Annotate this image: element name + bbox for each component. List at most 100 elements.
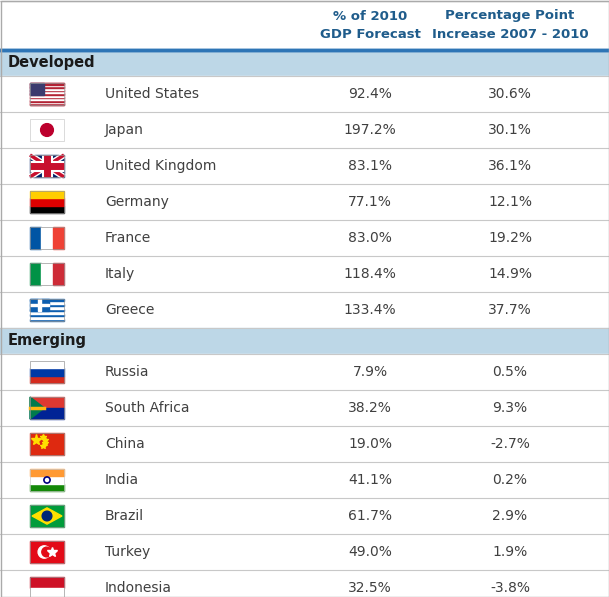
Circle shape (41, 124, 54, 136)
Text: % of 2010
GDP Forecast: % of 2010 GDP Forecast (320, 10, 420, 41)
Bar (30, 191, 64, 198)
Bar (30, 206, 64, 213)
Circle shape (42, 511, 52, 521)
Text: 9.3%: 9.3% (493, 401, 527, 415)
Bar (30, 91, 64, 93)
Bar (30, 83, 64, 105)
Bar (30, 541, 64, 563)
Bar (0, 570, 609, 597)
Bar (30, 299, 64, 321)
Bar (30, 97, 64, 99)
Bar (30, 93, 64, 95)
Text: 77.1%: 77.1% (348, 195, 392, 209)
Text: -3.8%: -3.8% (490, 581, 530, 595)
Text: Greece: Greece (105, 303, 154, 317)
Bar (30, 368, 64, 376)
Bar (0, 256, 609, 292)
Bar (30, 263, 64, 285)
Text: South Africa: South Africa (105, 401, 189, 415)
Text: United States: United States (105, 87, 199, 101)
Text: 19.0%: 19.0% (348, 437, 392, 451)
Bar (30, 408, 64, 419)
Bar (30, 83, 64, 105)
Bar (30, 88, 64, 90)
Bar (0, 76, 609, 112)
Polygon shape (32, 508, 62, 524)
Polygon shape (30, 397, 44, 419)
Text: 92.4%: 92.4% (348, 87, 392, 101)
Text: 41.1%: 41.1% (348, 473, 392, 487)
Text: 2.9%: 2.9% (493, 509, 527, 523)
Bar (30, 87, 64, 88)
Bar (30, 227, 64, 249)
Bar (30, 299, 49, 311)
Bar (30, 100, 64, 101)
Bar (30, 304, 64, 306)
Circle shape (42, 547, 52, 557)
Text: 14.9%: 14.9% (488, 267, 532, 281)
Bar (52, 263, 64, 285)
Text: Indonesia: Indonesia (105, 581, 172, 595)
Bar (41, 227, 52, 249)
Text: Brazil: Brazil (105, 509, 144, 523)
Bar (0, 50, 609, 76)
Bar (0, 534, 609, 570)
Bar (30, 198, 64, 206)
Bar (0, 328, 609, 354)
Text: Emerging: Emerging (8, 334, 87, 349)
Bar (30, 155, 64, 177)
Bar (0, 354, 609, 390)
Bar (30, 577, 64, 597)
Bar (38, 299, 41, 311)
Text: Japan: Japan (105, 123, 144, 137)
Text: 133.4%: 133.4% (343, 303, 396, 317)
Text: 118.4%: 118.4% (343, 267, 396, 281)
Text: Developed: Developed (8, 56, 96, 70)
Text: 32.5%: 32.5% (348, 581, 392, 595)
Bar (30, 397, 64, 419)
Bar (41, 263, 52, 285)
Bar (0, 112, 609, 148)
Bar (30, 469, 64, 491)
Bar (30, 83, 44, 95)
Bar (30, 119, 64, 141)
Text: 30.6%: 30.6% (488, 87, 532, 101)
Bar (0, 498, 609, 534)
Bar (0, 462, 609, 498)
Bar (30, 397, 64, 419)
Bar (0, 184, 609, 220)
Bar (0, 426, 609, 462)
Bar (30, 95, 64, 97)
Text: 1.9%: 1.9% (492, 545, 527, 559)
Bar (52, 227, 64, 249)
Bar (30, 304, 49, 306)
Bar (30, 505, 64, 527)
Bar (0, 390, 609, 426)
Text: China: China (105, 437, 145, 451)
Bar (30, 433, 64, 455)
Bar (30, 309, 64, 311)
Bar (30, 433, 64, 455)
Text: Italy: Italy (105, 267, 135, 281)
Text: 197.2%: 197.2% (343, 123, 396, 137)
Bar (30, 361, 64, 368)
Bar (30, 541, 64, 563)
Bar (30, 316, 64, 319)
Text: 49.0%: 49.0% (348, 545, 392, 559)
Bar (0, 0, 609, 50)
Bar (0, 220, 609, 256)
Bar (30, 376, 64, 383)
Bar (30, 301, 64, 304)
Text: 19.2%: 19.2% (488, 231, 532, 245)
Bar (30, 476, 64, 484)
Bar (30, 505, 64, 527)
Text: -2.7%: -2.7% (490, 437, 530, 451)
Bar (30, 90, 64, 91)
Bar (30, 99, 64, 100)
Text: France: France (105, 231, 151, 245)
Text: United Kingdom: United Kingdom (105, 159, 216, 173)
Bar (30, 299, 64, 301)
Text: Russia: Russia (105, 365, 149, 379)
Text: 83.1%: 83.1% (348, 159, 392, 173)
Bar (30, 119, 64, 141)
